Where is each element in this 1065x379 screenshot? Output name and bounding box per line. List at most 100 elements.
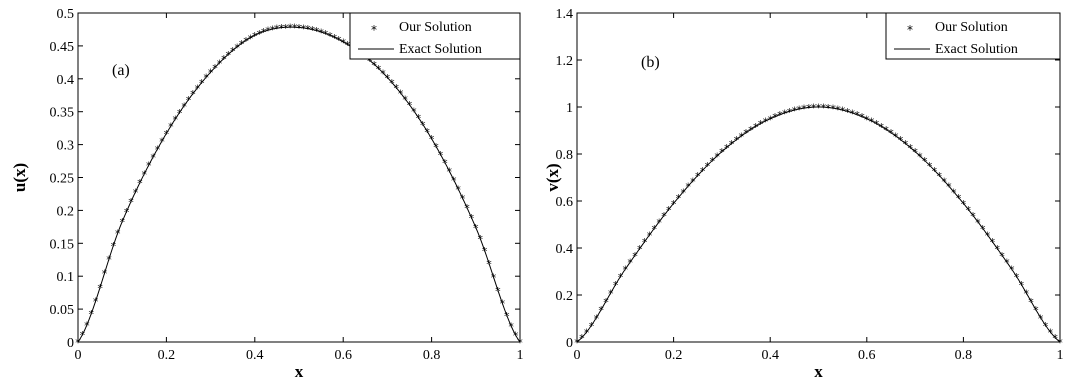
panel-a-series-exact-solution-line [77, 26, 521, 343]
panel-b-our-solution-point: * [594, 312, 600, 325]
panel-a-our-solution-point: * [252, 30, 258, 43]
panel-b-our-solution-point: * [835, 103, 841, 116]
panel-b-our-solution-point: * [598, 304, 604, 317]
panel-b-our-solution-point: * [690, 175, 696, 188]
panel-a-ytick-label: 0.5 [57, 7, 75, 22]
panel-b-our-solution-point: * [908, 142, 914, 155]
panel-a-legend-label-exact-solution: Exact Solution [399, 42, 482, 57]
panel-a-ytick-label: 0.15 [50, 237, 75, 252]
panel-a-legend-box [349, 12, 521, 60]
panel-b-our-solution-point: * [1004, 257, 1010, 270]
panel-b-our-solution-point: * [753, 121, 759, 134]
panel-a-our-solution-point: * [137, 177, 143, 190]
panel-b-our-solution-point: * [801, 103, 807, 116]
panel-a-our-solution-point: * [84, 320, 90, 333]
panel-b-our-solution-point: * [782, 107, 788, 120]
panel-a-our-solution-point: * [190, 88, 196, 101]
panel-a-our-solution-point: * [393, 82, 399, 95]
panel-a-our-solution-point: * [314, 25, 320, 38]
panel-a-legend: * Our Solution Exact Solution [349, 12, 521, 60]
panel-b-our-solution-point: * [874, 118, 880, 131]
panel-b-our-solution-point: * [1019, 279, 1025, 292]
panel-b-axes-frame [576, 12, 1061, 343]
panel-b-our-solution-point: * [888, 127, 894, 140]
panel-a-our-solution-point: * [124, 206, 130, 219]
panel-a-our-solution-point: * [75, 337, 81, 350]
panel-b-our-solution-point: * [700, 165, 706, 178]
panel-a-our-solution-point: * [199, 77, 205, 90]
panel-b-our-solution-point: * [937, 170, 943, 183]
panel-a-our-solution-point: * [177, 107, 183, 120]
panel-a-our-solution-point: * [407, 99, 413, 112]
panel-b-our-solution-point: * [647, 229, 653, 242]
panel-a-our-solution-point: * [212, 62, 218, 75]
panel-b-our-solution-point: * [879, 121, 885, 134]
panel-b-our-solution-point: * [806, 102, 812, 115]
panel-b-our-solution-point: * [980, 223, 986, 236]
panel-b-our-solution-point: * [946, 181, 952, 194]
panel-a-our-solution-point: * [345, 39, 351, 52]
panel-b-ytick-label: 1.4 [556, 7, 574, 22]
panel-a-our-solution-point: * [486, 258, 492, 271]
panel-b-our-solution-point: * [724, 142, 730, 155]
panel-a-our-solution-point: * [332, 32, 338, 45]
panel-b-our-solution-point: * [743, 127, 749, 140]
panel-a-our-solution-point: * [274, 23, 280, 36]
panel-b-our-solution-point: * [859, 111, 865, 124]
panel-b-our-solution-point: * [994, 243, 1000, 256]
panel-a-our-solution-point: * [256, 28, 262, 41]
panel-b-our-solution-point: * [661, 210, 667, 223]
panel-b-our-solution-point: * [637, 243, 643, 256]
panel-a-our-solution-point: * [464, 202, 470, 215]
panel-b-our-solution-point: * [705, 160, 711, 173]
panel-a-our-solution-point: * [115, 227, 121, 240]
panel-b-our-solution-point: * [1014, 271, 1020, 284]
panel-b-series-exact-solution-line [576, 106, 1061, 343]
panel-b-our-solution-point: * [985, 229, 991, 242]
panel-a-our-solution-point: * [80, 329, 86, 342]
panel-b-xtick-label: 0.4 [761, 348, 779, 363]
panel-a-our-solution-point: * [159, 135, 165, 148]
panel-a-our-solution-point: * [146, 160, 152, 173]
panel-a-our-solution-point: * [389, 77, 395, 90]
panel-b-our-solution-point: * [792, 105, 798, 118]
panel-a-ytick-label: 0.1 [57, 270, 75, 285]
panel-a-our-solution-point: * [226, 49, 232, 62]
panel-a-our-solution-point: * [460, 193, 466, 206]
panel-b-our-solution-point: * [864, 113, 870, 126]
panel-b-our-solution-point: * [965, 204, 971, 217]
panel-a-our-solution-point: * [133, 186, 139, 199]
panel-b-xlabel: x [814, 362, 823, 379]
panel-b-our-solution-point: * [941, 175, 947, 188]
panel-a-our-solution-point: * [340, 36, 346, 49]
panel-b-our-solution-point: * [709, 155, 715, 168]
panel-b-our-solution-point: * [912, 146, 918, 159]
panel-b-our-solution-point: * [734, 134, 740, 147]
panel-b-our-solution-point: * [584, 326, 590, 339]
panel-a-our-solution-point: * [217, 57, 223, 70]
panel-b-our-solution-point: * [1048, 326, 1054, 339]
panel-a-xlabel: x [295, 362, 304, 379]
panel-b-our-solution-point: * [999, 250, 1005, 263]
panel-b-ytick-label: 0.8 [556, 148, 574, 163]
panel-a-our-solution-point: * [442, 157, 448, 170]
panel-b-our-solution-point: * [845, 106, 851, 119]
panel-a-our-solution-point: * [310, 24, 316, 37]
panel-b-our-solution-point: * [796, 103, 802, 116]
panel-a-our-solution-point: * [447, 165, 453, 178]
panel-b-our-solution-point: * [990, 236, 996, 249]
panel-a-xtick-label: 0 [75, 348, 82, 363]
panel-a-our-solution-point: * [292, 22, 298, 35]
panel-a-our-solution-point: * [424, 126, 430, 139]
panel-b-ytick-label: 0.6 [556, 195, 574, 210]
panel-a-our-solution-point: * [97, 282, 103, 295]
panel-a-our-solution-point: * [473, 222, 479, 235]
panel-b-our-solution-point: * [579, 332, 585, 345]
panel-b-our-solution-point: * [676, 192, 682, 205]
panel-a-our-solution-point: * [491, 271, 497, 284]
panel-a-our-solution-point: * [155, 143, 161, 156]
panel-b-our-solution-point: * [574, 337, 580, 350]
panel-a-our-solution-point: * [102, 268, 108, 281]
panel-a-our-solution-point: * [172, 114, 178, 127]
